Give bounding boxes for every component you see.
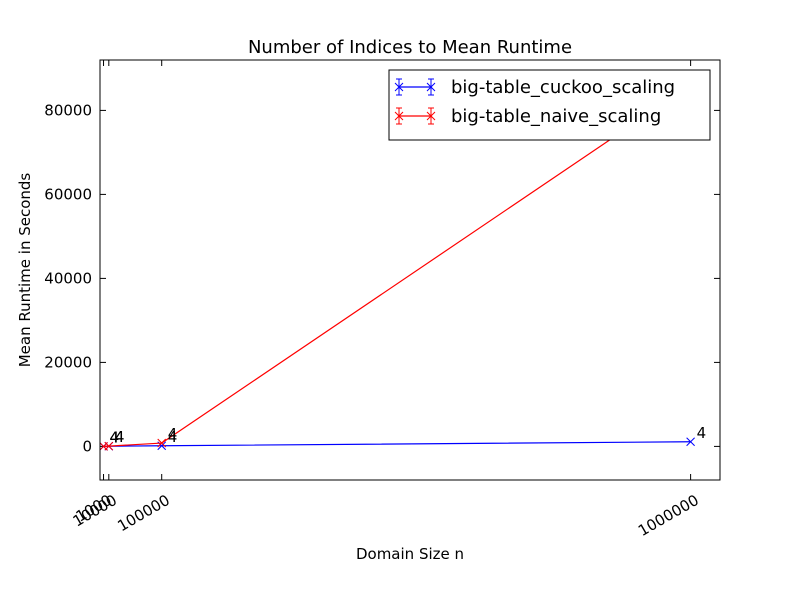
legend-item: big-table_cuckoo_scaling bbox=[394, 77, 675, 98]
data-label: 4 bbox=[168, 425, 178, 443]
y-ticks: 0 20000 40000 60000 80000 bbox=[44, 101, 720, 455]
legend-box bbox=[388, 69, 711, 141]
series-line-1 bbox=[103, 84, 691, 447]
x-axis-label: Domain Size n bbox=[356, 545, 464, 563]
data-label: 4 bbox=[110, 428, 120, 446]
y-tick-label: 80000 bbox=[44, 101, 92, 119]
data-label: 4 bbox=[110, 428, 120, 446]
data-label: 4 bbox=[168, 428, 178, 446]
data-label: 4 bbox=[115, 428, 125, 446]
y-tick-label: 20000 bbox=[44, 353, 92, 371]
y-axis-label: Mean Runtime in Seconds bbox=[16, 173, 34, 368]
y-tick-label: 0 bbox=[82, 437, 92, 455]
data-point bbox=[157, 438, 167, 448]
data-point bbox=[104, 441, 114, 451]
y-tick-label: 40000 bbox=[44, 269, 92, 287]
legend-label: big-table_cuckoo_scaling bbox=[451, 77, 675, 98]
data-label: 4 bbox=[697, 424, 707, 442]
chart-title: Number of Indices to Mean Runtime bbox=[248, 37, 572, 58]
plot-frame bbox=[99, 59, 721, 481]
legend-item: big-table_naive_scaling bbox=[394, 106, 661, 127]
legend: big-table_cuckoo_scaling big-table_naive_… bbox=[388, 69, 711, 141]
data-label: 4 bbox=[115, 428, 125, 446]
legend-label: big-table_naive_scaling bbox=[451, 106, 661, 127]
data-point bbox=[686, 437, 695, 447]
y-tick-label: 60000 bbox=[44, 185, 92, 203]
